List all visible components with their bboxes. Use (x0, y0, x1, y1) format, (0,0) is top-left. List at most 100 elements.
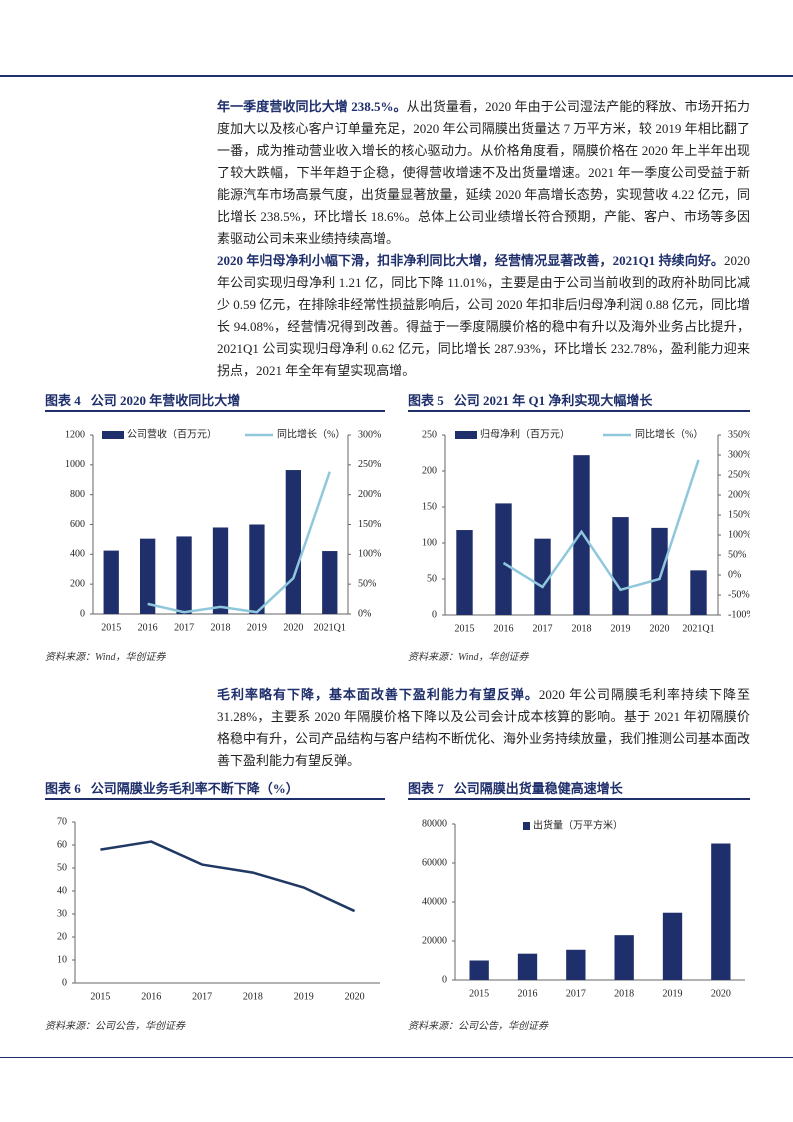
y-tick-label: 20000 (422, 935, 447, 946)
y2-tick-label: 50% (358, 578, 376, 589)
legend-swatch (455, 431, 477, 439)
y2-tick-label: 0% (358, 608, 371, 619)
x-tick-label: 2015 (101, 622, 121, 633)
legend-swatch (523, 822, 530, 830)
paragraph: 2020 年归母净利小幅下滑，扣非净利同比大增，经营情况显著改善，2021Q1 … (217, 250, 750, 382)
legend-label: 同比增长（%） (277, 427, 345, 440)
figure-title: 公司隔膜出货量稳健高速增长 (453, 781, 623, 796)
x-tick-label: 2018 (243, 991, 263, 1002)
figure-header: 图表 7 公司隔膜出货量稳健高速增长 (408, 778, 750, 800)
chart: 0 200 400 600 800 1000 1200 0% 50% 100% 150% 200% 25… (65, 427, 381, 633)
y-tick-label: 60 (57, 839, 67, 850)
y-tick-label: 40 (57, 885, 67, 896)
y-tick-label: 0 (62, 977, 67, 988)
legend-label: 公司营收（百万元） (127, 427, 217, 440)
x-tick-label: 2020 (283, 622, 303, 633)
bar (517, 953, 538, 980)
y-tick-label: 200 (70, 578, 85, 589)
y2-tick-label: 200% (358, 489, 381, 500)
x-tick-label: 2019 (663, 988, 683, 999)
x-tick-label: 2019 (247, 622, 267, 633)
bar (212, 527, 229, 614)
paragraph-lead: 年一季度营收同比大增 238.5%。 (217, 99, 407, 114)
y-tick-label: 200 (422, 465, 437, 476)
x-tick-label: 2017 (566, 988, 586, 999)
figure-label: 图表 6 (45, 781, 81, 796)
chart: 0 50 100 150 200 250 -100% -50% 0% 50% 100% 150% 200… (422, 427, 750, 634)
y2-tick-label: 300% (358, 429, 381, 440)
figure-header: 图表 5 公司 2021 年 Q1 净利实现大幅增长 (408, 390, 750, 412)
paragraph-text: 2020 年公司实现归母净利 1.21 亿，同比下降 11.01%，主要是由于公… (217, 253, 751, 378)
paragraph-lead: 毛利率略有下降，基本面改善下盈利能力有望反弹。 (217, 687, 539, 702)
legend-label: 出货量（万平方米） (533, 818, 623, 831)
line (147, 471, 331, 614)
y-tick-label: 40000 (422, 896, 447, 907)
line (100, 840, 356, 913)
bar (495, 503, 512, 615)
y-tick-label: 50 (427, 573, 437, 584)
x-tick-label: 2019 (611, 623, 631, 634)
bar (103, 550, 119, 614)
x-tick-label: 2015 (455, 623, 475, 634)
x-tick-label: 2016 (518, 988, 538, 999)
chart: 0 20000 40000 60000 80000 2015 2016 2017 2018 201… (422, 818, 745, 999)
y-tick-label: 600 (70, 519, 85, 530)
x-tick-label: 2018 (572, 623, 592, 634)
bar (662, 912, 683, 980)
x-tick-label: 2021Q1 (682, 623, 714, 634)
y-tick-label: 250 (422, 429, 437, 440)
bar (139, 538, 156, 614)
x-tick-label: 2020 (650, 623, 670, 634)
legend-label: 同比增长（%） (635, 427, 703, 440)
bar (612, 517, 629, 615)
y-tick-label: 10 (57, 954, 67, 965)
bar (322, 551, 338, 614)
paragraph-text: 2020 年公司隔膜毛利率持续下降至 31.28%，主要系 2020 年隔膜价格… (217, 687, 751, 768)
y-tick-label: 0 (432, 609, 437, 620)
y-tick-label: 150 (422, 501, 437, 512)
paragraph-lead: 2020 年归母净利小幅下滑，扣非净利同比大增，经营情况显著改善，2021Q1 … (217, 253, 724, 268)
bar (469, 960, 489, 980)
x-tick-label: 2016 (494, 623, 514, 634)
y2-tick-label: 100% (728, 529, 750, 540)
figure-source: 资料来源：公司公告，华创证券 (45, 1021, 185, 1032)
bar (456, 530, 473, 615)
y-tick-label: 50 (57, 862, 67, 873)
bar (573, 455, 590, 615)
y-tick-label: 1200 (65, 429, 85, 440)
y-tick-label: 0 (442, 974, 447, 985)
y2-tick-label: 150% (358, 519, 381, 530)
figure-title: 公司 2021 年 Q1 净利实现大幅增长 (453, 393, 653, 408)
bar (285, 470, 302, 614)
y-tick-label: 1000 (65, 459, 85, 470)
x-tick-label: 2017 (533, 623, 553, 634)
bar (566, 949, 586, 980)
y-tick-label: 0 (80, 608, 85, 619)
y-tick-label: 60000 (422, 857, 447, 868)
paragraph-text: 从出货量看，2020 年由于公司湿法产能的释放、市场开拓力度加大以及核心客户订单… (217, 99, 750, 246)
y-tick-label: 100 (422, 537, 437, 548)
paragraph: 年一季度营收同比大增 238.5%。从出货量看，2020 年由于公司湿法产能的释… (217, 96, 750, 250)
paragraph: 毛利率略有下降，基本面改善下盈利能力有望反弹。2020 年公司隔膜毛利率持续下降… (217, 684, 750, 772)
bar (690, 570, 707, 615)
legend-label: 归母净利（百万元） (480, 427, 570, 440)
bar (614, 935, 634, 980)
y-tick-label: 800 (70, 489, 85, 500)
top-rule (0, 75, 793, 77)
y2-tick-label: 150% (728, 509, 750, 520)
line (502, 459, 700, 592)
y2-tick-label: 50% (728, 549, 746, 560)
y-tick-label: 30 (57, 908, 67, 919)
bar (534, 538, 551, 615)
y2-tick-label: 100% (358, 549, 381, 560)
figure-source: 资料来源：Wind，华创证券 (45, 652, 166, 663)
x-tick-label: 2021Q1 (314, 622, 346, 633)
y2-tick-label: -50% (728, 589, 750, 600)
figure-label: 图表 4 (45, 393, 81, 408)
bar (176, 536, 192, 614)
x-tick-label: 2018 (211, 622, 231, 633)
legend-swatch (102, 431, 124, 439)
x-tick-label: 2020 (711, 988, 731, 999)
bar (651, 527, 668, 615)
